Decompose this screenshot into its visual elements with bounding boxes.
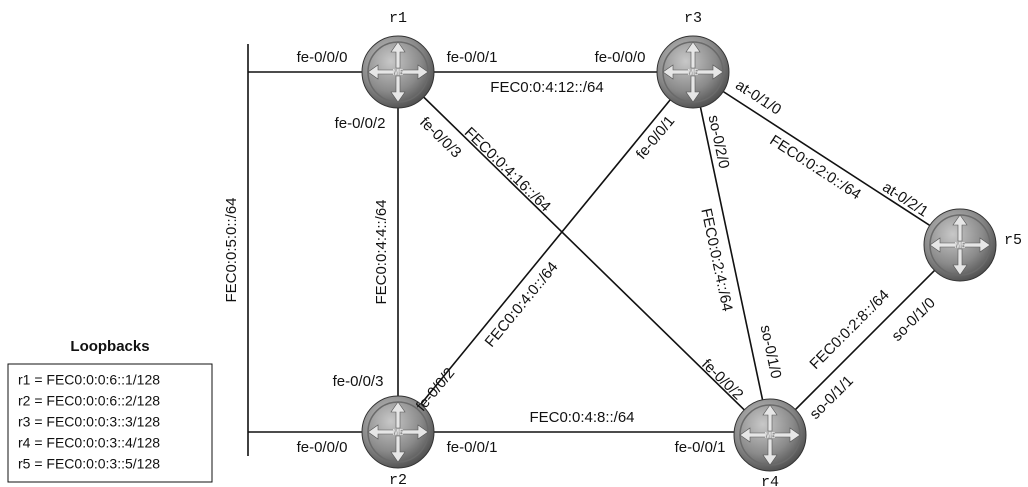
- loopback-entry: r4 = FEC0:0:0:3::4/128: [18, 435, 160, 451]
- interface-label: fe-0/0/2: [335, 115, 386, 132]
- interface-label: so-0/1/0: [757, 324, 785, 381]
- interface-label: fe-0/0/0: [297, 439, 348, 456]
- network-label: FEC0:0:2:4::/64: [697, 207, 735, 313]
- interface-label: so-0/1/0: [888, 294, 938, 344]
- loopback-entry: r2 = FEC0:0:0:6::2/128: [18, 393, 160, 409]
- network-label: FEC0:0:4:12::/64: [490, 79, 603, 96]
- network-label: FEC0:0:4:8::/64: [529, 409, 634, 426]
- network-label: FEC0:0:4:0::/64: [482, 259, 562, 351]
- interface-label: fe-0/0/3: [333, 373, 384, 390]
- loopback-entry: r5 = FEC0:0:0:3::5/128: [18, 456, 160, 472]
- loopbacks-box: [7, 363, 213, 483]
- router-model: M5: [687, 68, 699, 77]
- interface-label: fe-0/0/2: [413, 365, 458, 415]
- interface-label: fe-0/0/0: [297, 49, 348, 66]
- network-label: FEC0:0:4:4::/64: [373, 199, 390, 304]
- interface-label: fe-0/0/0: [595, 49, 646, 66]
- router-model: M5: [392, 68, 404, 77]
- interface-label: fe-0/0/1: [447, 439, 498, 456]
- link: [692, 71, 961, 246]
- network-label: FEC0:0:4:16::/64: [461, 124, 554, 215]
- loopbacks-title: Loopbacks: [70, 338, 149, 355]
- network-label: FEC0:0:2:0::/64: [767, 132, 864, 203]
- interface-label: fe-0/0/2: [698, 356, 746, 404]
- network-label: FEC0:0:2:8::/64: [806, 286, 892, 372]
- interface-label: fe-0/0/1: [675, 439, 726, 456]
- interface-label: so-0/1/1: [806, 372, 856, 422]
- interface-label: fe-0/0/1: [447, 49, 498, 66]
- loopback-entry: r1 = FEC0:0:0:6::1/128: [18, 372, 160, 388]
- loopback-entry: r3 = FEC0:0:0:3::3/128: [18, 414, 160, 430]
- interface-label: at-0/2/1: [879, 179, 931, 221]
- router-name: r4: [761, 474, 779, 487]
- link: [397, 71, 771, 436]
- link: [692, 71, 771, 436]
- router-name: r5: [1004, 232, 1022, 249]
- interface-label: fe-0/0/3: [416, 114, 464, 162]
- link: [769, 244, 961, 436]
- router-name: r1: [389, 10, 407, 27]
- router-model: M5: [764, 431, 776, 440]
- network-label: FEC0:0:5:0::/64: [223, 197, 240, 302]
- interface-label: at-0/1/0: [732, 77, 784, 119]
- router-name: r3: [684, 10, 702, 27]
- router-name: r2: [389, 472, 407, 487]
- link: [397, 71, 694, 433]
- router-model: M5: [954, 241, 966, 250]
- interface-label: so-0/2/0: [705, 114, 733, 171]
- router-model: M5: [392, 428, 404, 437]
